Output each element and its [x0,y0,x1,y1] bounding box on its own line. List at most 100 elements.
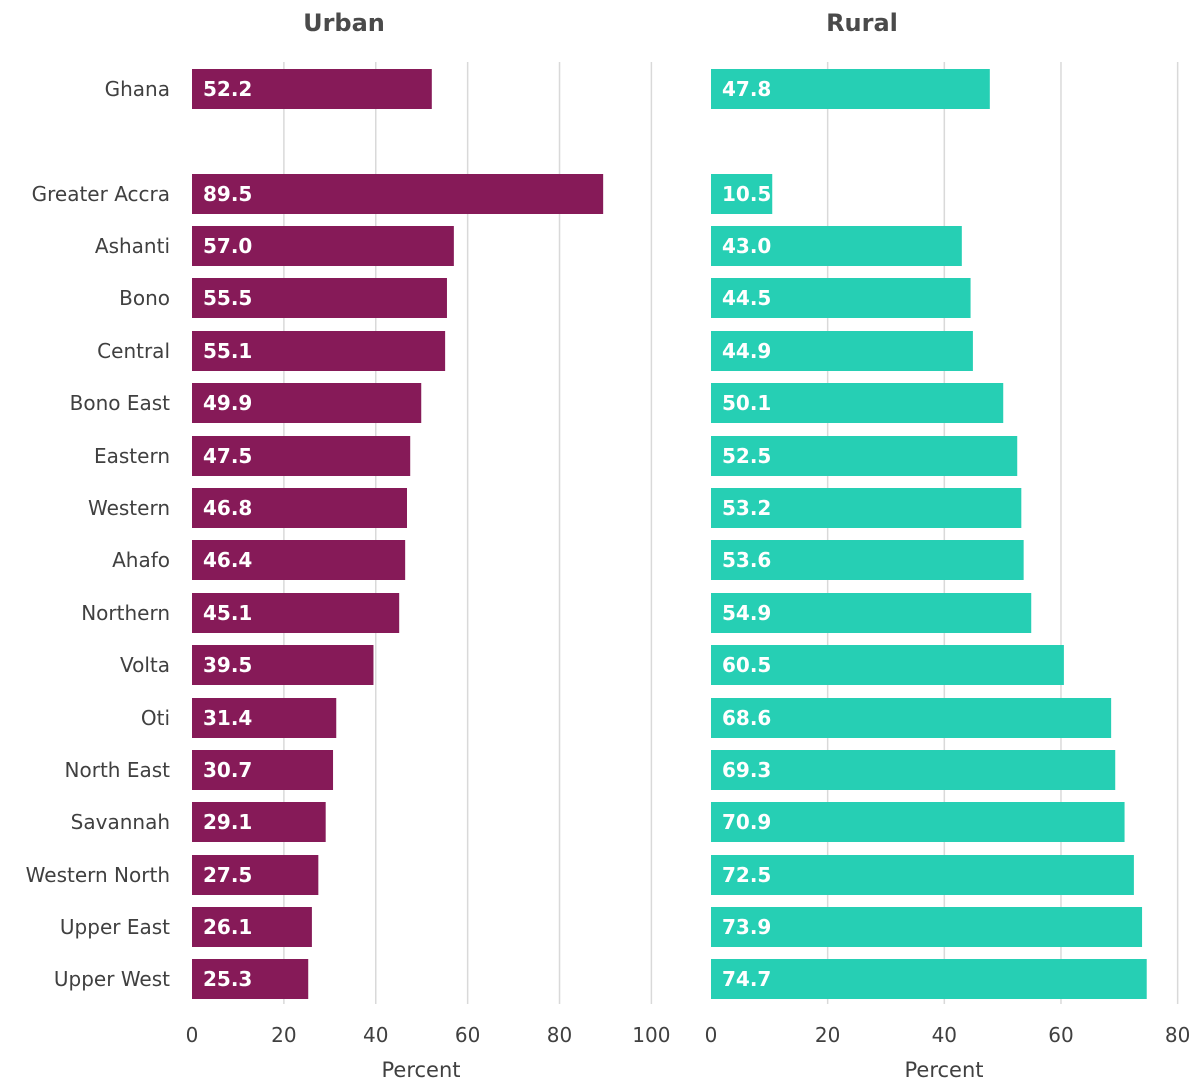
rural-value-label: 43.0 [722,234,771,258]
category-label: Central [97,339,170,363]
rural-bar-greater-accra [711,174,773,214]
category-label: Volta [120,653,170,677]
category-label: Northern [81,601,170,625]
urban-bar-greater-accra [192,174,604,214]
urban-bar-north-east [192,750,334,790]
category-label: Eastern [94,444,170,468]
urban-panel: Urban Percent 0 20 40 60 80 100 52.2 Ghana 89.5 G… [26,9,671,1081]
rural-value-label: 52.5 [722,444,771,468]
urban-x-tick-label: 80 [547,1023,572,1047]
rural-x-axis-label: Percent [904,1058,983,1081]
rural-x-tick-label: 60 [1048,1023,1073,1047]
category-label: Upper West [54,967,170,991]
rural-bar-upper-west [711,959,1147,999]
urban-bar-savannah [192,802,326,842]
rural-value-label: 50.1 [722,391,771,415]
urban-x-tick-label: 100 [632,1023,670,1047]
category-label: Savannah [71,810,170,834]
urban-title: Urban [303,9,385,37]
rural-value-label: 10.5 [722,182,771,206]
urban-bar-oti [192,698,337,738]
rural-x-tick-label: 40 [932,1023,957,1047]
urban-value-label: 27.5 [203,863,252,887]
rural-bar-central [711,331,973,371]
rural-bar-bono [711,278,971,318]
rural-value-label: 72.5 [722,863,771,887]
category-label: Oti [141,706,170,730]
category-label: Ahafo [112,548,170,572]
category-label: Western North [26,863,170,887]
rural-panel: Rural Percent 0 20 40 60 80 47.8 10.5 43.0 44.5 4… [705,9,1191,1081]
rural-bar-western [711,488,1022,528]
rural-value-label: 44.9 [722,339,771,363]
rural-value-label: 70.9 [722,810,771,834]
urban-bar-northern [192,593,400,633]
urban-bar-bono-east [192,383,422,423]
rural-bar-savannah [711,802,1125,842]
category-label: Bono East [70,391,171,415]
urban-bar-western-north [192,855,319,895]
urban-value-label: 29.1 [203,810,252,834]
rural-value-label: 74.7 [722,967,771,991]
rural-bar-north-east [711,750,1116,790]
urban-bar-ghana [192,69,432,109]
urban-value-label: 49.9 [203,391,252,415]
urban-value-label: 57.0 [203,234,252,258]
urban-value-label: 26.1 [203,915,252,939]
urban-value-label: 45.1 [203,601,252,625]
rural-title: Rural [826,9,898,37]
urban-bar-upper-east [192,907,312,947]
rural-x-tick-label: 20 [815,1023,840,1047]
urban-value-label: 30.7 [203,758,252,782]
urban-x-tick-label: 40 [363,1023,388,1047]
rural-bar-oti [711,698,1112,738]
rural-value-label: 44.5 [722,286,771,310]
rural-value-label: 54.9 [722,601,771,625]
rural-bar-ahafo [711,540,1024,580]
urban-x-tick-label: 60 [455,1023,480,1047]
rural-x-tick-label: 80 [1165,1023,1190,1047]
urban-value-label: 55.5 [203,286,252,310]
category-label: Ashanti [95,234,170,258]
category-label: North East [65,758,171,782]
urban-value-label: 47.5 [203,444,252,468]
urban-bar-central [192,331,446,371]
urban-x-axis-label: Percent [381,1058,460,1081]
rural-bar-bono-east [711,383,1004,423]
urban-bar-western [192,488,407,528]
category-label: Western [88,496,170,520]
urban-bar-bono [192,278,447,318]
rural-bar-eastern [711,436,1018,476]
urban-bar-volta [192,645,374,685]
rural-value-label: 53.2 [722,496,771,520]
rural-x-tick-label: 0 [705,1023,718,1047]
rural-bar-northern [711,593,1032,633]
rural-bar-volta [711,645,1064,685]
rural-value-label: 68.6 [722,706,771,730]
urban-value-label: 46.4 [203,548,252,572]
category-label: Upper East [60,915,170,939]
urban-bar-eastern [192,436,411,476]
category-label: Bono [119,286,170,310]
urban-value-label: 89.5 [203,182,252,206]
rural-value-label: 47.8 [722,77,771,101]
urban-value-label: 39.5 [203,653,252,677]
rural-value-label: 69.3 [722,758,771,782]
urban-bar-upper-west [192,959,309,999]
category-label: Ghana [105,77,170,101]
urban-x-tick-label: 0 [186,1023,199,1047]
rural-value-label: 73.9 [722,915,771,939]
category-label: Greater Accra [32,182,170,206]
urban-bar-ashanti [192,226,454,266]
urban-x-tick-label: 20 [271,1023,296,1047]
rural-bar-ghana [711,69,990,109]
urban-value-label: 52.2 [203,77,252,101]
urban-value-label: 46.8 [203,496,252,520]
urban-value-label: 25.3 [203,967,252,991]
rural-value-label: 60.5 [722,653,771,677]
rural-value-label: 53.6 [722,548,771,572]
rural-bar-upper-east [711,907,1143,947]
urban-value-label: 31.4 [203,706,252,730]
rural-bar-ashanti [711,226,962,266]
